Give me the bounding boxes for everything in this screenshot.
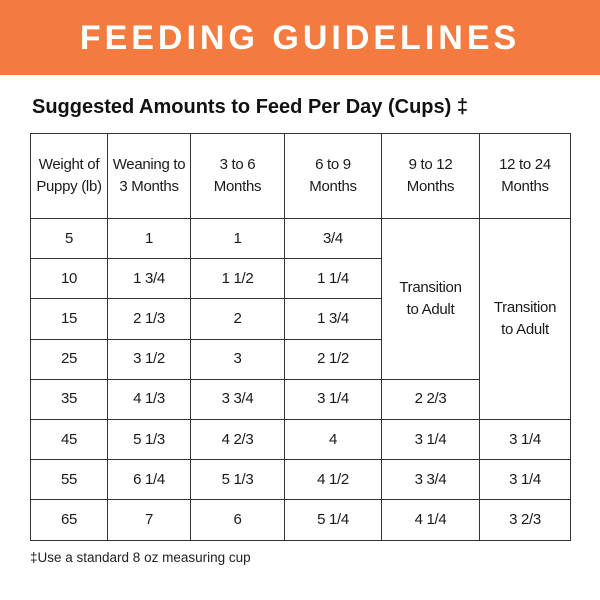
cell-line: Weight of — [38, 156, 100, 173]
table-cell: 4 1/2 — [284, 459, 382, 501]
banner-title: FEEDING GUIDELINES — [0, 0, 600, 75]
table-cell: 3 1/4 — [479, 418, 571, 461]
table-row: 45 5 1/3 4 2/3 4 3 1/4 3 1/4 — [30, 418, 571, 461]
header-row: Weight of Puppy (lb) Weaning to 3 Months 3 t… — [30, 133, 571, 219]
table-cell: 4 1/3 — [107, 378, 191, 420]
cell-line: 9 to 12 — [408, 156, 453, 173]
table-cell: 45 — [30, 418, 108, 461]
cell-line: to Adult — [406, 300, 455, 318]
cell-line: Transition — [493, 298, 557, 316]
table-cell: 65 — [30, 499, 108, 541]
table-cell: 4 1/4 — [381, 499, 480, 541]
table-cell: 3 1/2 — [107, 338, 191, 380]
cell-line: 3 to 6 — [219, 156, 256, 173]
header-cell: 6 to 9 Months — [284, 133, 382, 219]
table-cell: 15 — [30, 298, 108, 340]
table-cell: 1 1/4 — [284, 258, 382, 300]
cell-line: Weaning to — [112, 156, 186, 173]
table-cell: 7 — [107, 499, 191, 541]
cell-line: Months — [309, 178, 357, 195]
table-cell: 2 2/3 — [381, 378, 480, 420]
table-cell: 5 1/3 — [107, 418, 191, 461]
table-cell: 2 — [190, 298, 285, 340]
table-row: 15 2 1/3 2 1 3/4 — [30, 298, 571, 340]
header-cell: Weaning to 3 Months — [107, 133, 191, 219]
table-row: 65 7 6 5 1/4 4 1/4 3 2/3 — [30, 499, 571, 541]
header-cell: 3 to 6 Months — [190, 133, 285, 219]
table-cell: 3 3/4 — [190, 378, 285, 420]
table-cell: 3 2/3 — [479, 499, 571, 541]
table-row: 35 4 1/3 3 3/4 3 1/4 2 2/3 — [30, 378, 571, 420]
table-cell: 3 3/4 — [381, 459, 480, 501]
cell-line: Months — [406, 178, 455, 195]
cell-line: 3 Months — [119, 178, 179, 195]
table-cell: 3/4 — [284, 217, 382, 260]
table-cell: 3 — [190, 338, 285, 380]
table-cell: 3 1/4 — [284, 378, 382, 420]
table-cell: 5 — [30, 217, 108, 260]
cell-line: Transition — [399, 278, 462, 296]
table-cell: 1 — [107, 217, 191, 260]
table-cell: 1 — [190, 217, 285, 260]
table-cell: 6 1/4 — [107, 459, 191, 501]
feeding-table: Weight of Puppy (lb) Weaning to 3 Months 3 t… — [30, 133, 571, 541]
table-cell: 3 1/4 — [381, 418, 480, 461]
table-row: 10 1 3/4 1 1/2 1 1/4 — [30, 258, 571, 300]
cell-line: to Adult — [501, 320, 549, 338]
table-cell: 1 3/4 — [284, 298, 382, 340]
table-cell: 1 3/4 — [107, 258, 191, 300]
table-cell: 55 — [30, 459, 108, 501]
table-cell: 3 1/4 — [479, 459, 571, 501]
footnote: ‡Use a standard 8 oz measuring cup — [30, 550, 251, 565]
cell-line: Puppy (lb) — [36, 178, 102, 195]
table-cell: 5 1/4 — [284, 499, 382, 541]
table-row: 5 1 1 3/4 Transition to Adult Transition to Adu… — [30, 217, 571, 420]
table-cell: 25 — [30, 338, 108, 380]
table-row: 25 3 1/2 3 2 1/2 — [30, 338, 571, 380]
cell-line: 6 to 9 — [315, 156, 351, 173]
cell-line: Months — [213, 178, 262, 195]
table-cell: 10 — [30, 258, 108, 300]
table-cell: 1 1/2 — [190, 258, 285, 300]
table-cell: 2 1/2 — [284, 338, 382, 380]
header-cell: Weight of Puppy (lb) — [30, 133, 108, 219]
table-row: 55 6 1/4 5 1/3 4 1/2 3 3/4 3 1/4 — [30, 459, 571, 501]
table-cell: 2 1/3 — [107, 298, 191, 340]
table-cell: Transition to Adult — [381, 218, 480, 380]
header-cell: 12 to 24 Months — [479, 133, 571, 219]
cell-line: 12 to 24 — [499, 156, 551, 173]
table-cell: 4 — [284, 418, 382, 461]
cell-line: Months — [501, 178, 549, 195]
subtitle: Suggested Amounts to Feed Per Day (Cups)… — [32, 96, 468, 118]
table-cell: 4 2/3 — [190, 418, 285, 461]
table-cell: 5 1/3 — [190, 459, 285, 501]
table-cell: 6 — [190, 499, 285, 541]
table-cell: 35 — [30, 378, 108, 420]
table-cell: Transition to Adult — [479, 218, 571, 420]
header-cell: 9 to 12 Months — [381, 133, 480, 219]
